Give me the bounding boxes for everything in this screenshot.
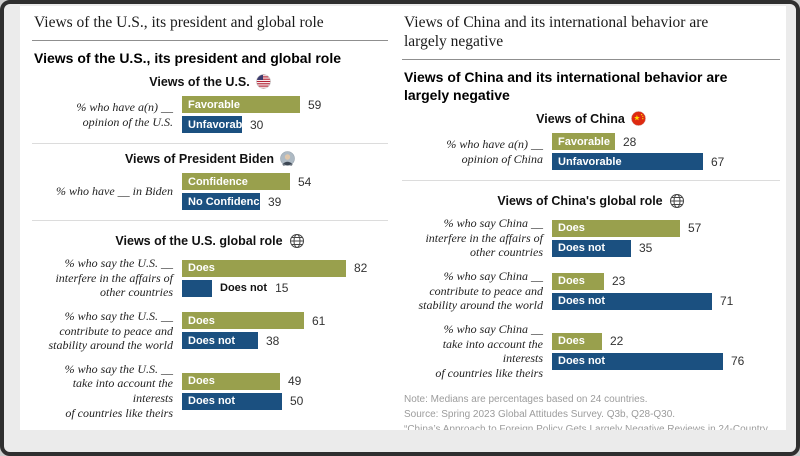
chart-title-us: Views of the U.S., its president and glo… [34, 49, 342, 66]
chart-row: % who say the U.S. __ contribute to peac… [32, 309, 388, 353]
chart-row: % who have __ in Biden Confidence 54 No … [32, 173, 388, 211]
bar-value: 30 [250, 117, 264, 132]
bar-value: 71 [720, 294, 734, 308]
bar-confidence: Confidence [182, 173, 290, 191]
panel-china: Views of China and its international beh… [402, 12, 780, 430]
bar-does: Does [552, 272, 604, 290]
bar-does: Does [182, 259, 346, 277]
chart-row: % who say China __ interfere in the affa… [402, 216, 780, 260]
window-title-us: Views of the U.S., its president and glo… [32, 12, 388, 41]
chart-row: % who say China __ contribute to peace a… [402, 269, 780, 313]
bar-value: 82 [354, 261, 368, 276]
section-title-text: Views of China [536, 111, 625, 126]
chart-row: % who say the U.S. __ interfere in the a… [32, 256, 388, 300]
bar-does: Does [182, 312, 304, 330]
chart-row: % who have a(n) __ opinion of the U.S. F… [32, 96, 388, 134]
bar-value: 28 [623, 134, 637, 149]
section-title-us-global-role: Views of the U.S. global role [32, 233, 388, 249]
bar-value: 22 [610, 334, 624, 349]
bar-value: 57 [688, 221, 702, 236]
bar-value: 15 [275, 281, 289, 296]
source-text: Source: Spring 2023 Global Attitudes Sur… [404, 409, 676, 421]
content-card: Views of the U.S., its president and glo… [20, 6, 786, 430]
biden-avatar-icon [280, 151, 295, 166]
bar-value: 50 [290, 394, 304, 409]
bar-does-not: Does not [182, 392, 282, 410]
section-title-text: Views of President Biden [124, 151, 275, 166]
row-label: % who say China __ take into account the… [435, 321, 543, 380]
row-label: % who say the U.S. __ interfere in the a… [55, 256, 173, 300]
bar-does-not: Does not [182, 332, 258, 350]
section-divider [32, 143, 388, 145]
bar-value: 39 [268, 194, 282, 209]
section-title-views-of-china: Views of China [402, 111, 780, 126]
bar-value: 54 [298, 174, 312, 189]
globe-icon [289, 233, 305, 249]
section-divider [402, 180, 780, 182]
section-title-text: Views of the U.S. global role [115, 234, 283, 249]
row-label: % who have a(n) __ opinion of the U.S. [76, 99, 173, 129]
chart-row: % who have a(n) __ opinion of China Favo… [402, 133, 780, 171]
bar-favorable: Favorable [552, 133, 615, 151]
china-flag-icon [631, 111, 646, 126]
bar-unfavorable: Unfavorable [552, 153, 703, 171]
chart-title-china: Views of China and its international beh… [404, 68, 728, 103]
bar-value: 61 [312, 313, 326, 328]
bar-value: 76 [731, 354, 745, 369]
bar-does-not: Does not [552, 239, 631, 257]
bar-does-not: Does not [552, 292, 712, 310]
section-title-views-of-biden: Views of President Biden [32, 151, 388, 166]
chart-row: % who say the U.S. __ take into account … [32, 362, 388, 421]
report-title: “China’s Approach to Foreign Policy Gets… [404, 424, 768, 430]
row-label: % who say the U.S. __ contribute to peac… [48, 308, 173, 353]
section-divider [32, 220, 388, 222]
bar-value: 67 [711, 154, 725, 169]
bar-value: 23 [612, 274, 626, 288]
bar-value: 59 [308, 97, 322, 112]
chart-row: % who say China __ take into account the… [402, 322, 780, 381]
row-label: % who say China __ interfere in the affa… [425, 216, 543, 260]
bar-value: 35 [639, 241, 653, 256]
bar-no-confidence: No Confidence [182, 193, 260, 211]
us-flag-icon [255, 74, 271, 89]
panel-us: Views of the U.S., its president and glo… [32, 12, 388, 430]
bar-value: 49 [288, 374, 302, 389]
row-label: % who say the U.S. __ take into account … [64, 361, 173, 420]
bar-unfavorable: Unfavorable [182, 116, 242, 134]
section-title-china-global-role: Views of China's global role [402, 193, 780, 209]
bar-does: Does [552, 332, 602, 350]
bar-does-not: Does not [552, 352, 723, 370]
window-title-china: Views of China and its international beh… [402, 12, 780, 60]
section-title-text: Views of China's global role [497, 194, 663, 209]
row-label: % who have __ in Biden [56, 184, 173, 199]
row-label: % who say China __ contribute to peace a… [418, 269, 543, 313]
bar-does: Does [182, 372, 280, 390]
note-text: Note: Medians are percentages based on 2… [404, 394, 648, 406]
globe-icon [669, 193, 685, 209]
bar-does-not [182, 279, 212, 297]
section-title-views-of-us: Views of the U.S. [32, 74, 388, 89]
section-title-text: Views of the U.S. [149, 74, 250, 89]
bar-favorable: Favorable [182, 96, 300, 114]
bar-value: 38 [266, 333, 280, 348]
row-label: % who have a(n) __ opinion of China [446, 137, 543, 166]
bar-does: Does [552, 219, 680, 237]
bar-outside-label: Does not [220, 282, 268, 295]
